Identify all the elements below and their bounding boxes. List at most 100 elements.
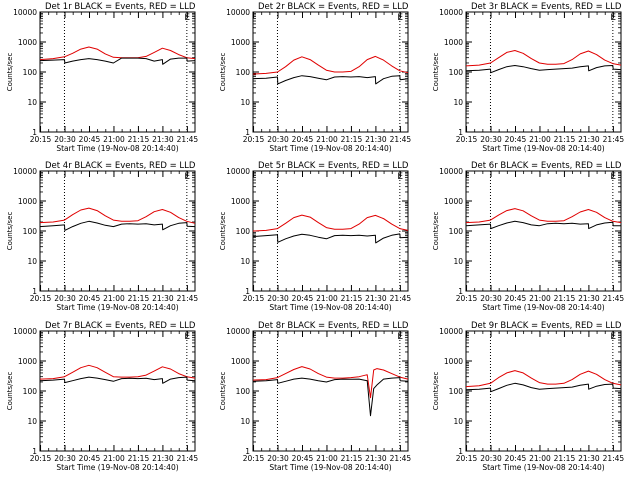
x-tick-label: 21:15 xyxy=(128,135,150,144)
detector-panel-2: Det 2r BLACK = Events, RED = LLD 1 10 100 10… xyxy=(219,2,411,153)
x-tick-label: 21:15 xyxy=(341,135,363,144)
x-tick-label: 20:15 xyxy=(243,294,265,303)
series-line-events xyxy=(252,233,409,244)
panel-title: Det 4r BLACK = Events, RED = LLD xyxy=(45,161,196,171)
e-marker-label: E xyxy=(397,172,403,182)
e-marker-label: E xyxy=(610,172,616,182)
x-tick-label: 21:00 xyxy=(529,135,551,144)
y-tick-label: 10000 xyxy=(439,167,463,176)
y-tick-label: 10 xyxy=(27,417,37,426)
x-tick-label: 20:45 xyxy=(292,454,314,463)
series-line-events xyxy=(39,57,196,65)
series-line-events xyxy=(465,220,621,230)
x-tick-label: 20:30 xyxy=(54,454,76,463)
series-line-events xyxy=(39,220,196,231)
y-tick-label: 1 xyxy=(32,287,37,296)
x-tick-label: 21:15 xyxy=(554,294,576,303)
x-tick-label: 21:15 xyxy=(554,135,576,144)
x-tick-label: 20:15 xyxy=(30,135,52,144)
y-tick-label: 10000 xyxy=(13,167,37,176)
y-axis-label: Counts/sec xyxy=(6,53,14,92)
y-axis-label: Counts/sec xyxy=(6,372,14,411)
x-tick-label: 20:45 xyxy=(505,294,527,303)
y-tick-label: 1 xyxy=(32,447,37,456)
e-marker-label: E xyxy=(397,13,403,23)
series-line-events xyxy=(252,75,409,85)
x-axis-label: Start Time (19-Nov-08 20:14:40) xyxy=(56,303,178,312)
y-tick-label: 1000 xyxy=(231,38,250,47)
x-tick-label: 21:00 xyxy=(103,135,125,144)
x-tick-label: 21:00 xyxy=(316,135,338,144)
x-tick-label: 21:15 xyxy=(128,454,150,463)
x-tick-label: 21:30 xyxy=(365,294,387,303)
x-tick-label: 21:30 xyxy=(578,294,600,303)
x-tick-label: 20:45 xyxy=(292,135,314,144)
x-tick-label: 20:30 xyxy=(267,294,289,303)
series-line-lld xyxy=(39,207,196,224)
series-line-lld xyxy=(252,366,409,399)
x-tick-label: 20:45 xyxy=(79,454,101,463)
detector-panel-8: Det 8r BLACK = Events, RED = LLD 1 10 100 10… xyxy=(219,321,411,472)
x-tick-label: 20:30 xyxy=(267,135,289,144)
y-axis-label: Counts/sec xyxy=(432,372,440,411)
y-tick-label: 1 xyxy=(245,287,250,296)
y-tick-label: 100 xyxy=(236,387,251,396)
x-tick-label: 20:15 xyxy=(243,454,265,463)
x-axis-label: Start Time (19-Nov-08 20:14:40) xyxy=(56,463,178,472)
x-tick-label: 21:30 xyxy=(152,454,174,463)
x-tick-label: 20:15 xyxy=(30,294,52,303)
y-tick-label: 10000 xyxy=(226,327,250,336)
y-axis-label: Counts/sec xyxy=(219,53,227,92)
y-tick-label: 1000 xyxy=(444,38,463,47)
x-tick-label: 21:45 xyxy=(390,454,412,463)
y-tick-label: 1 xyxy=(32,128,37,137)
x-axis-label: Start Time (19-Nov-08 20:14:40) xyxy=(269,144,391,153)
y-tick-label: 10 xyxy=(453,257,463,266)
y-tick-label: 1 xyxy=(245,447,250,456)
detector-panel-3: Det 3r BLACK = Events, RED = LLD 1 10 100 10… xyxy=(432,2,624,153)
y-tick-label: 1000 xyxy=(231,197,250,206)
y-tick-label: 1 xyxy=(458,287,463,296)
series-line-events xyxy=(252,377,409,417)
y-tick-label: 100 xyxy=(23,387,38,396)
x-tick-label: 21:45 xyxy=(390,294,412,303)
panel-title: Det 7r BLACK = Events, RED = LLD xyxy=(45,321,196,331)
series-line-lld xyxy=(465,208,622,224)
x-tick-label: 20:45 xyxy=(505,454,527,463)
x-tick-label: 20:30 xyxy=(480,135,502,144)
y-tick-label: 1 xyxy=(458,128,463,137)
x-tick-label: 21:45 xyxy=(177,135,199,144)
x-tick-label: 20:15 xyxy=(456,294,478,303)
series-line-lld xyxy=(465,50,622,67)
y-tick-label: 10 xyxy=(240,257,250,266)
x-tick-label: 21:45 xyxy=(603,135,625,144)
x-axis-label: Start Time (19-Nov-08 20:14:40) xyxy=(269,463,391,472)
x-tick-label: 20:15 xyxy=(30,454,52,463)
x-axis-label: Start Time (19-Nov-08 20:14:40) xyxy=(482,463,604,472)
series-line-events xyxy=(39,376,196,384)
x-tick-label: 21:30 xyxy=(152,135,174,144)
y-tick-label: 1000 xyxy=(18,38,37,47)
x-tick-label: 21:15 xyxy=(554,454,576,463)
series-line-lld xyxy=(465,370,622,388)
y-tick-label: 10 xyxy=(453,417,463,426)
series-line-events xyxy=(465,65,622,74)
panel-title: Det 8r BLACK = Events, RED = LLD xyxy=(258,321,409,331)
y-tick-label: 1000 xyxy=(444,357,463,366)
x-tick-label: 20:30 xyxy=(480,454,502,463)
x-tick-label: 20:30 xyxy=(480,294,502,303)
y-tick-label: 1000 xyxy=(18,197,37,206)
y-tick-label: 100 xyxy=(236,68,251,77)
x-tick-label: 21:30 xyxy=(365,454,387,463)
x-tick-label: 21:30 xyxy=(578,454,600,463)
detector-panel-9: Det 9r BLACK = Events, RED = LLD 1 10 100 10… xyxy=(432,321,624,472)
x-tick-label: 21:00 xyxy=(316,454,338,463)
series-line-lld xyxy=(39,364,196,380)
y-tick-label: 10 xyxy=(27,257,37,266)
x-tick-label: 21:00 xyxy=(316,294,338,303)
y-axis-label: Counts/sec xyxy=(6,212,14,251)
x-tick-label: 20:45 xyxy=(292,294,314,303)
x-tick-label: 21:00 xyxy=(529,454,551,463)
